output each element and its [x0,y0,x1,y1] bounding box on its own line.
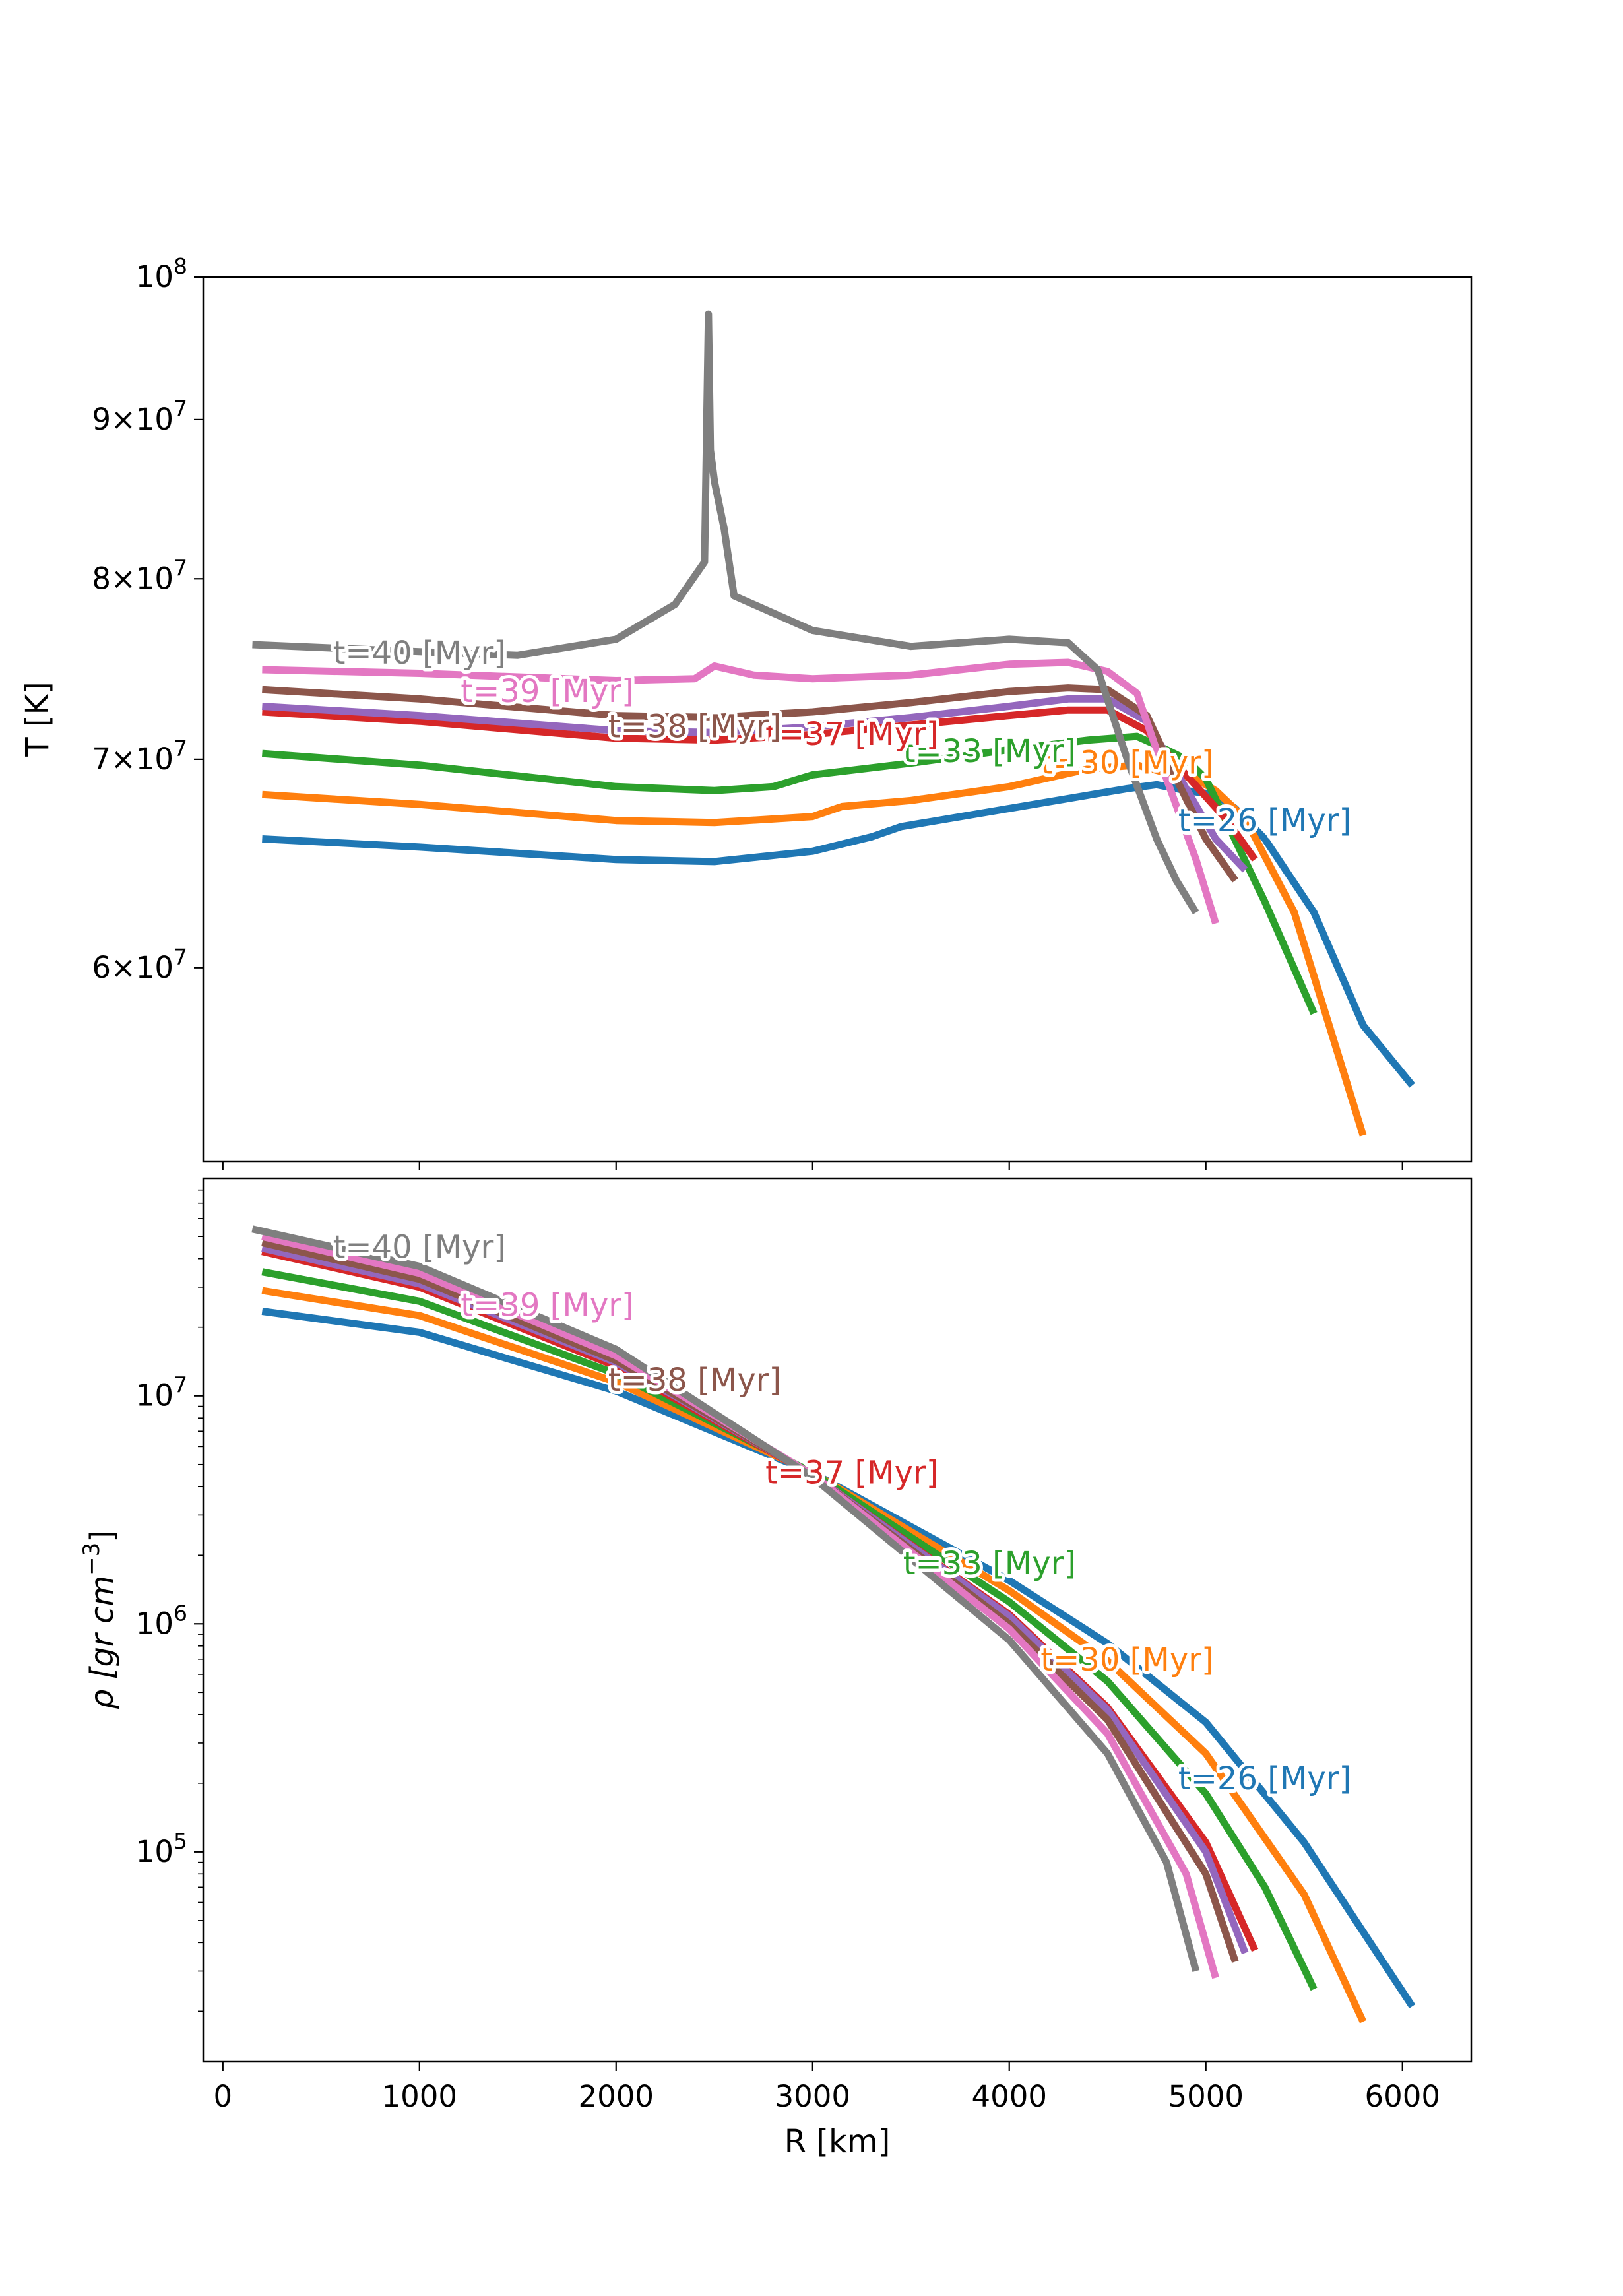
temperature-ytick-label-0: 6×107 [92,944,187,985]
density-xtick-label-3: 3000 [775,2079,850,2114]
temperature-inline-label-0: t=26 [Myr] [1178,802,1351,839]
temperature-y-ticks: 6×107 7×107 8×107 9×107 108 [92,253,203,985]
density-ytick-label-0: 105 [136,1828,187,1869]
temperature-series-line-1 [262,761,1367,1137]
density-xtick-label-6: 6000 [1364,2079,1440,2114]
density-ylabel-text: ρ [gr cm [84,1576,121,1709]
temperature-series-line-2 [261,732,1318,1015]
temperature-ytick-label-3: 9×107 [92,396,187,437]
temperature-series-line-6 [262,658,1219,925]
temperature-inline-labels: t=26 [Myr] t=30 [Myr]t=33 [Myr]t=37 [Myr]… [330,631,1355,843]
density-ylabel-close: ] [84,1530,121,1543]
density-series-line-1 [261,1287,1367,2024]
density-inline-label-5: t=38 [Myr] [608,1362,781,1399]
density-panel: t=26 [Myr] t=30 [Myr] t=33 [Myr] t=37 [Myr]… [79,1177,1473,2160]
density-ytick-label-2: 107 [136,1372,187,1413]
temperature-series-group [252,310,1415,1137]
density-xtick-label-0: 0 [213,2079,232,2114]
temperature-series-line-4 [262,695,1248,873]
temperature-series-line-3 [262,706,1258,862]
density-xtick-label-1: 1000 [382,2079,458,2114]
temperature-panel: t=26 [Myr] t=30 [Myr]t=33 [Myr]t=37 [Myr]… [19,253,1473,1170]
temperature-series-line-7 [252,310,1199,914]
temperature-ytick-label-1: 7×107 [92,736,187,777]
density-y-ticks: 105 106 107 [136,1189,203,2012]
temperature-series-line-0 [262,781,1415,1088]
temperature-inline-label-6: t=39 [Myr] [461,673,633,710]
temperature-inline-label-2: t=33 [Myr] [903,733,1076,770]
density-xtick-label-2: 2000 [579,2079,654,2114]
temperature-ytick-label-4: 108 [136,253,187,294]
temperature-ytick-label-2: 8×107 [92,555,187,596]
density-xtick-label-4: 4000 [971,2079,1047,2114]
density-ylabel-exponent: −3 [79,1543,105,1576]
density-series-group [251,1225,1416,2024]
temperature-inline-label-5: t=38 [Myr] [608,709,781,746]
density-series-line-2 [261,1268,1318,1991]
temperature-series-line-5 [262,684,1238,883]
temperature-x-ticks [222,1161,1403,1170]
density-inline-labels: t=26 [Myr] t=30 [Myr] t=33 [Myr] t=37 [Myr]… [330,1225,1355,1801]
density-ytick-label-1: 106 [136,1600,187,1641]
density-inline-label-1: t=30 [Myr] [1040,1642,1213,1678]
x-axis-label: R [km] [784,2123,891,2160]
temperature-axes-frame [202,276,1473,1163]
temperature-inline-label-1: t=30 [Myr] [1040,745,1213,782]
density-series-line-6 [261,1232,1219,1979]
density-x-ticks: 0 1000 2000 3000 4000 5000 6000 [213,2062,1440,2114]
density-inline-label-2: t=33 [Myr] [903,1545,1076,1582]
temperature-inline-label-3: t=37 [Myr] [765,716,938,753]
density-series-line-0 [261,1308,1416,2009]
density-y-axis-label: ρ [gr cm−3] [79,1530,121,1709]
density-inline-label-7: t=40 [Myr] [333,1228,506,1265]
density-xtick-label-5: 5000 [1168,2079,1244,2114]
density-inline-label-6: t=39 [Myr] [461,1287,633,1323]
density-series-line-7 [251,1225,1200,1972]
density-axes-frame [202,1177,1473,2063]
density-inline-label-3: t=37 [Myr] [765,1455,938,1492]
temperature-inline-label-7: t=40 [Myr] [333,635,506,672]
density-inline-label-0: t=26 [Myr] [1178,1760,1351,1797]
temperature-y-axis-label: T [K] [19,682,56,757]
